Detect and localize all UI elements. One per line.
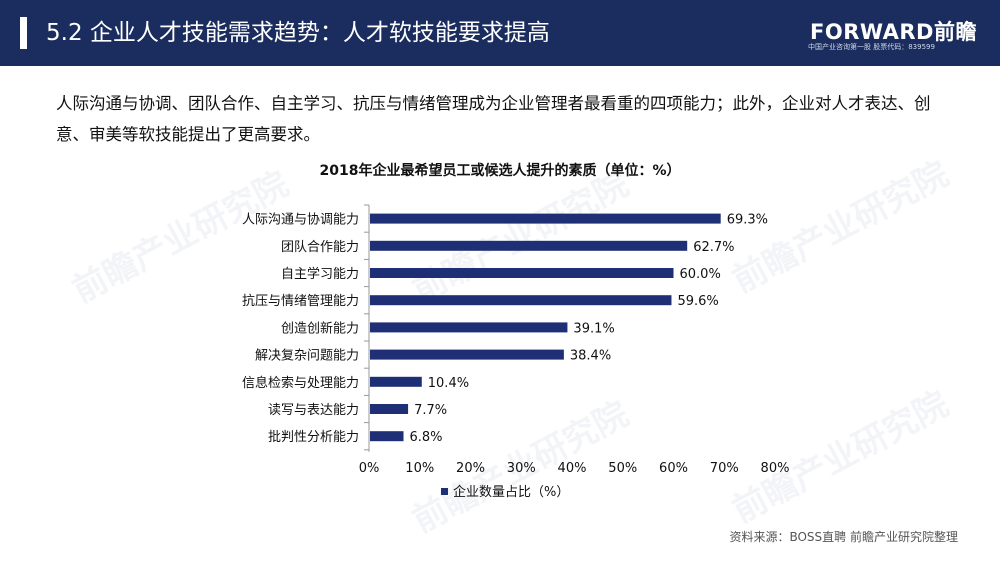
data-label: 62.7% [693, 240, 734, 255]
category-label: 创造创新能力 [281, 320, 359, 336]
x-tick-label: 40% [558, 461, 587, 476]
logo-tagline: 中国产业咨询第一股 股票代码：839599 [808, 43, 935, 51]
bar [370, 431, 404, 442]
intro-paragraph: 人际沟通与协调、团队合作、自主学习、抗压与情绪管理成为企业管理者最看重的四项能力… [56, 94, 931, 144]
category-label: 解决复杂问题能力 [255, 349, 359, 364]
page-title: 5.2 企业人才技能需求趋势：人才软技能要求提高 [46, 20, 550, 46]
x-tick-label: 10% [405, 461, 434, 476]
legend-swatch [441, 488, 448, 495]
data-label: 6.8% [410, 430, 443, 445]
bar [370, 295, 672, 306]
bar [370, 349, 564, 360]
data-label: 10.4% [428, 376, 469, 391]
category-label: 信息检索与处理能力 [242, 375, 359, 391]
chart-title: 2018年企业最希望员工或候选人提升的素质（单位：%） [319, 163, 681, 179]
data-label: 60.0% [680, 267, 721, 282]
x-tick-label: 80% [761, 461, 790, 476]
header-accent-bar [20, 17, 27, 49]
x-tick-label: 0% [359, 461, 380, 476]
bar [370, 213, 721, 224]
data-label: 69.3% [727, 213, 768, 228]
category-label: 团队合作能力 [281, 240, 359, 255]
category-label: 读写与表达能力 [268, 403, 359, 418]
bar [370, 268, 674, 278]
data-label: 39.1% [573, 321, 614, 336]
data-label: 38.4% [570, 349, 611, 364]
category-label: 自主学习能力 [281, 266, 359, 282]
category-label: 抗压与情绪管理能力 [242, 294, 359, 309]
bar [370, 240, 688, 251]
forward-logo: FORWARD前瞻 [810, 20, 977, 44]
bar [370, 376, 422, 387]
bar [370, 322, 568, 333]
data-label: 59.6% [677, 294, 718, 309]
bar [370, 404, 409, 414]
x-tick-label: 30% [507, 461, 536, 476]
header-banner: 5.2 企业人才技能需求趋势：人才软技能要求提高 FORWARD前瞻 中国产业咨… [0, 0, 1000, 66]
x-tick-label: 70% [710, 461, 739, 476]
x-tick-label: 50% [608, 461, 637, 476]
x-tick-label: 20% [456, 461, 485, 476]
legend-label: 企业数量占比（%） [453, 484, 569, 500]
data-label: 7.7% [414, 403, 447, 418]
x-tick-label: 60% [659, 461, 688, 476]
category-label: 人际沟通与协调能力 [242, 213, 359, 228]
category-label: 批判性分析能力 [268, 430, 359, 445]
source-note: 资料来源：BOSS直聘 前瞻产业研究院整理 [729, 530, 958, 544]
